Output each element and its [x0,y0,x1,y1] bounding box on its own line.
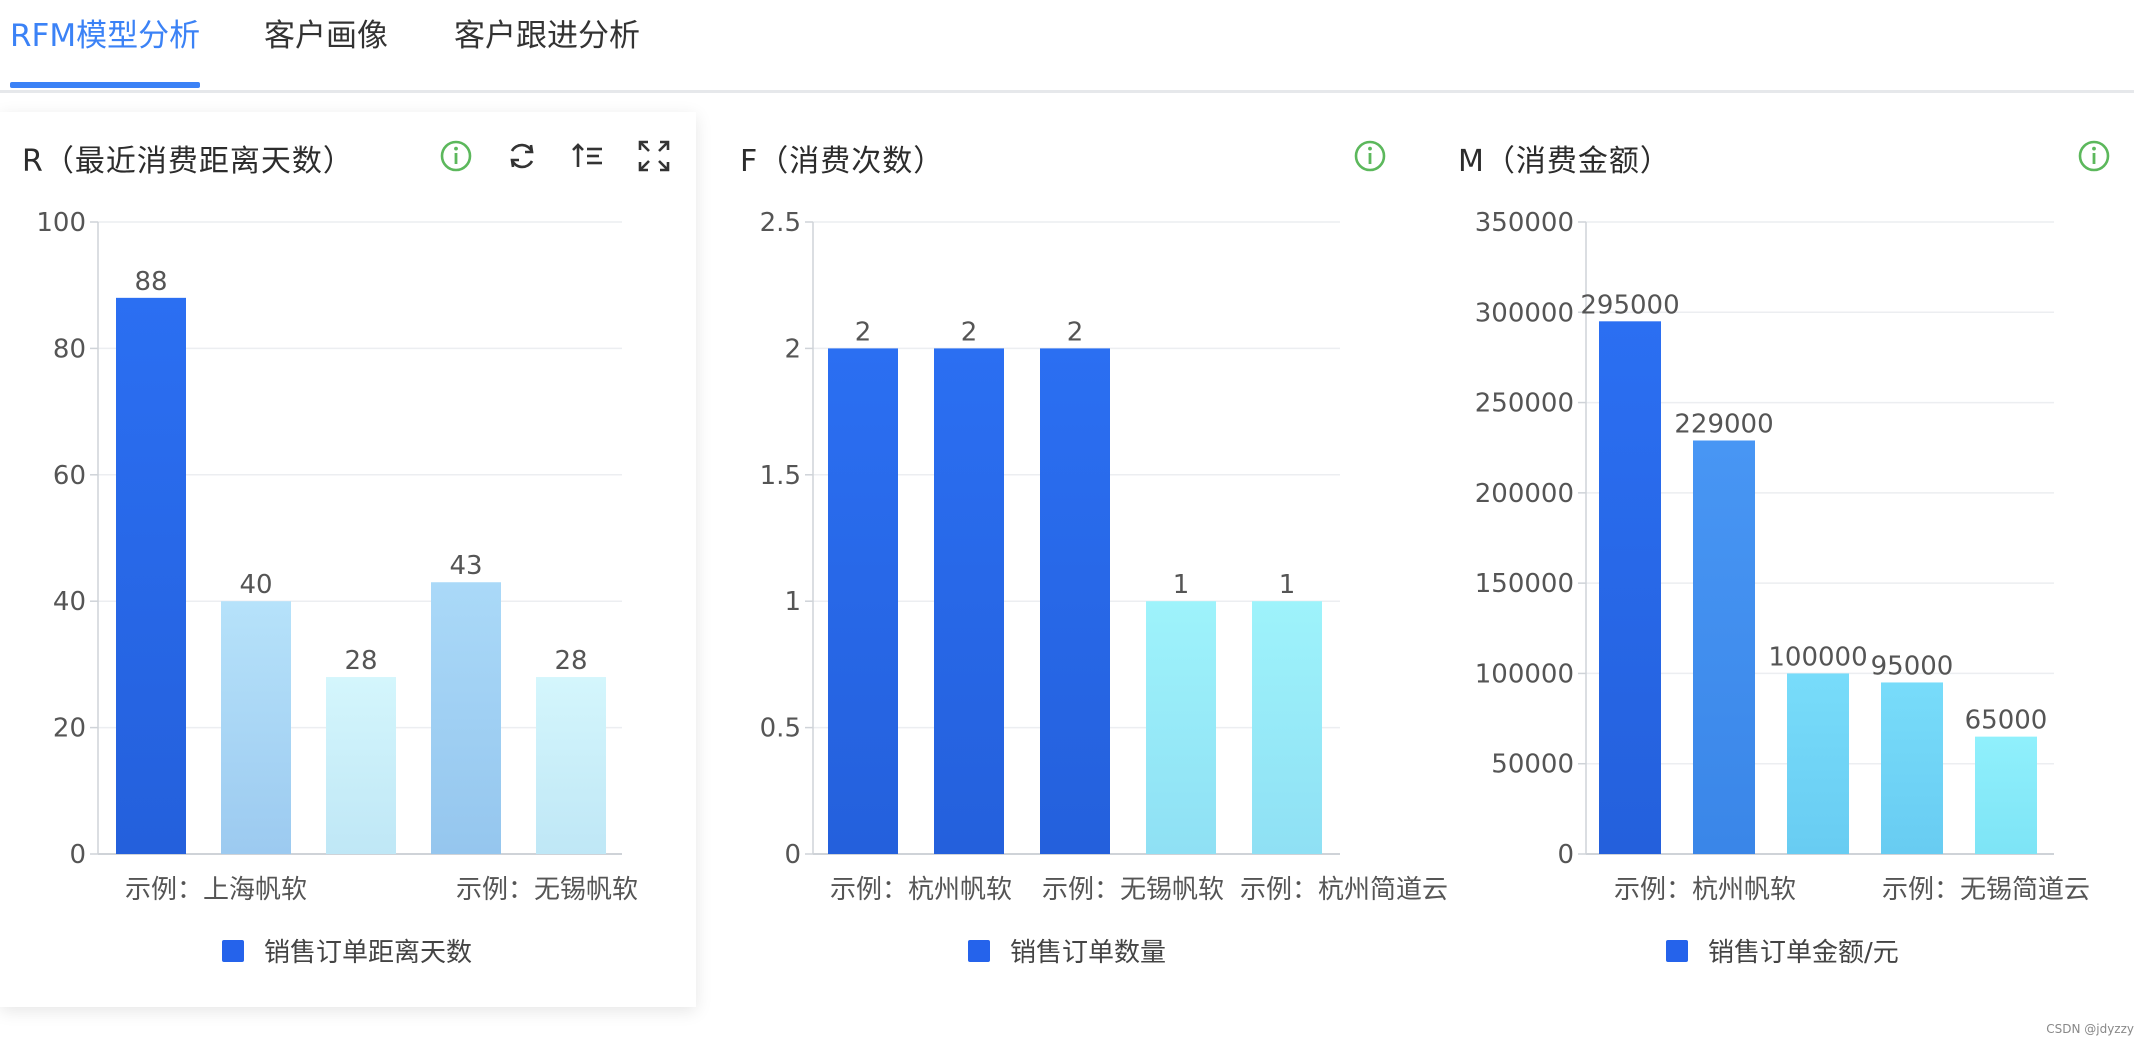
y-tick-label: 0 [784,840,801,870]
y-tick-label: 250000 [1475,389,1574,419]
bar[interactable] [1787,673,1849,854]
bar[interactable] [1693,440,1755,854]
data-label: 2 [961,317,978,347]
bar[interactable] [326,677,396,854]
legend-swatch [1666,939,1688,962]
data-label: 28 [344,646,377,676]
legend-recency[interactable]: 销售订单距离天数 [222,932,472,969]
sort-icon[interactable] [568,136,608,176]
data-label: 229000 [1674,409,1773,439]
x-tick-label: 示例：无锡简道云 [1882,875,2090,905]
x-tick-label: 示例：无锡帆软 [1042,875,1224,905]
data-label: 40 [239,570,272,600]
bar[interactable] [1599,321,1661,854]
data-label: 2 [855,317,872,347]
panel-title-frequency: F（消费次数） [740,144,945,179]
bar[interactable] [1040,348,1110,854]
y-tick-label: 1.5 [760,461,801,491]
info-icon[interactable] [2074,136,2114,176]
y-tick-label: 100000 [1475,659,1574,689]
legend-label: 销售订单数量 [1010,938,1167,968]
y-tick-label: 200000 [1475,479,1574,509]
chart-recency: 0 20 40 60 80 100 88 40 28 43 28 示例：上海帆软 示例：无锡帆软 [36,208,638,905]
tab-rfm-analysis[interactable]: RFM模型分析 [10,18,201,54]
data-label: 295000 [1580,290,1679,320]
x-tick-label: 示例：杭州帆软 [830,875,1012,905]
data-label: 28 [554,646,587,676]
bar[interactable] [1146,601,1216,854]
data-label: 100000 [1768,642,1867,672]
x-tick-label: 示例：上海帆软 [125,875,307,905]
x-tick-label: 示例：杭州简道云 [1240,875,1448,905]
panel-recency: R（最近消费距离天数） 0 20 40 60 80 100 88 40 28 43 28 示例：上海帆… [0,112,696,1007]
chart-monetary: 0 50000 100000 150000 200000 250000 300000 3500… [1475,208,2090,905]
y-tick-label: 80 [53,334,86,364]
y-tick-label: 50000 [1491,750,1574,780]
panel-title-monetary: M（消费金额） [1458,144,1671,179]
data-label: 1 [1173,570,1190,600]
data-label: 43 [449,551,482,581]
panel-frequency: F（消费次数） 0 0.5 1 1.5 2 2.5 2 2 2 1 1 示例：杭州帆软 示例：无锡帆软示… [716,112,1448,1007]
y-tick-label: 0.5 [760,714,801,744]
bar[interactable] [221,601,291,854]
y-tick-label: 300000 [1475,298,1574,328]
y-tick-label: 100 [36,208,86,238]
watermark: CSDN @jdyzzy [2046,1022,2134,1036]
legend-swatch [222,939,244,962]
y-tick-label: 1 [784,587,801,617]
x-tick-label: 示例：无锡帆软 [456,875,638,905]
y-tick-label: 350000 [1475,208,1574,238]
y-tick-label: 150000 [1475,569,1574,599]
legend-monetary[interactable]: 销售订单金额/元 [1666,932,1899,969]
bar[interactable] [1881,682,1943,854]
y-tick-label: 0 [1557,840,1574,870]
y-tick-label: 2.5 [760,208,801,238]
data-label: 95000 [1871,651,1954,681]
tab-bar: RFM模型分析 客户画像 客户跟进分析 [0,0,2134,93]
fullscreen-icon[interactable] [634,136,674,176]
tab-customer-portrait[interactable]: 客户画像 [264,18,388,54]
y-tick-label: 20 [53,714,86,744]
bar[interactable] [431,582,501,854]
legend-frequency[interactable]: 销售订单数量 [968,932,1166,969]
y-tick-label: 40 [53,587,86,617]
data-label: 88 [134,267,167,297]
data-label: 1 [1279,570,1296,600]
info-icon[interactable] [436,136,476,176]
y-tick-label: 60 [53,461,86,491]
bar[interactable] [934,348,1004,854]
y-tick-label: 0 [69,840,86,870]
bar[interactable] [828,348,898,854]
refresh-icon[interactable] [502,136,542,176]
legend-label: 销售订单金额/元 [1708,938,1899,968]
bar[interactable] [536,677,606,854]
legend-label: 销售订单距离天数 [264,938,473,968]
legend-swatch [968,939,990,962]
info-icon[interactable] [1350,136,1390,176]
bar[interactable] [1252,601,1322,854]
data-label: 2 [1067,317,1084,347]
active-tab-indicator [10,82,200,88]
tab-customer-followup[interactable]: 客户跟进分析 [454,18,640,54]
y-tick-label: 2 [784,334,801,364]
bar[interactable] [1975,736,2037,854]
data-label: 65000 [1965,706,2048,736]
panel-monetary: M（消费金额） 0 50000 100000 150000 200000 250000 30… [1434,112,2134,1007]
chart-frequency: 0 0.5 1 1.5 2 2.5 2 2 2 1 1 示例：杭州帆软 示例：无锡帆软 示例：杭州简道云 [760,208,1448,905]
x-tick-label: 示例：杭州帆软 [1614,875,1796,905]
bar[interactable] [116,297,186,855]
panel-title-recency: R（最近消费距离天数） [22,144,354,179]
